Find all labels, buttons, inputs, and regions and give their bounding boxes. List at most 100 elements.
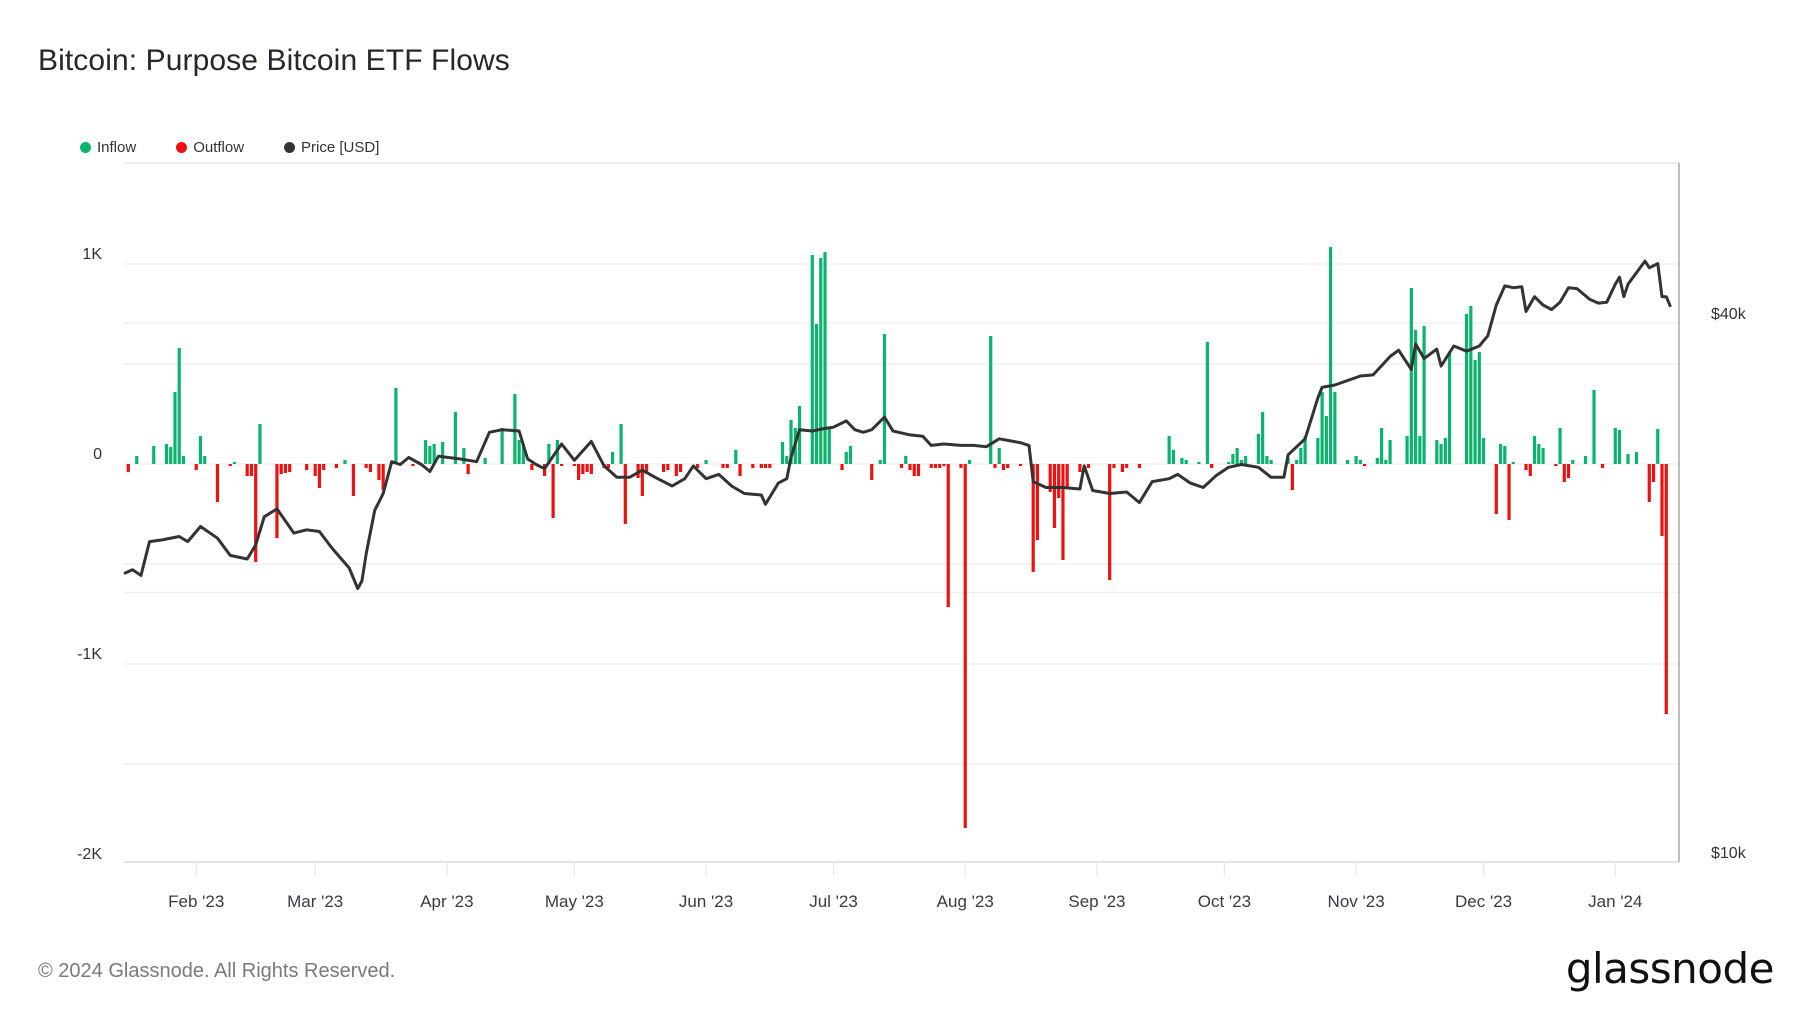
- outflow-bar[interactable]: [283, 464, 288, 473]
- inflow-bar[interactable]: [1180, 458, 1184, 464]
- inflow-bar[interactable]: [823, 252, 827, 464]
- inflow-bar[interactable]: [1532, 436, 1537, 464]
- outflow-bar[interactable]: [334, 464, 339, 468]
- inflow-bar[interactable]: [1469, 306, 1473, 464]
- outflow-bar[interactable]: [623, 464, 627, 524]
- inflow-bar[interactable]: [785, 456, 789, 464]
- outflow-bar[interactable]: [1363, 464, 1367, 466]
- inflow-bar[interactable]: [1464, 314, 1469, 464]
- outflow-bar[interactable]: [228, 464, 232, 466]
- inflow-bar[interactable]: [177, 348, 181, 464]
- inflow-bar[interactable]: [1316, 438, 1320, 464]
- outflow-bar[interactable]: [721, 464, 725, 468]
- inflow-bar[interactable]: [173, 392, 177, 464]
- outflow-bar[interactable]: [572, 464, 576, 466]
- inflow-bar[interactable]: [1324, 416, 1328, 464]
- inflow-bar[interactable]: [1197, 462, 1201, 464]
- outflow-bar[interactable]: [759, 464, 763, 468]
- inflow-bar[interactable]: [1537, 444, 1541, 464]
- inflow-bar[interactable]: [1388, 440, 1392, 464]
- outflow-bar[interactable]: [288, 464, 292, 472]
- inflow-bar[interactable]: [521, 444, 525, 464]
- inflow-bar[interactable]: [462, 448, 466, 464]
- inflow-bar[interactable]: [827, 428, 831, 464]
- inflow-bar[interactable]: [1481, 438, 1486, 464]
- inflow-bar[interactable]: [1320, 392, 1324, 464]
- inflow-bar[interactable]: [169, 447, 173, 464]
- inflow-bar[interactable]: [1409, 288, 1413, 464]
- glassnode-logo[interactable]: glassnode: [1565, 944, 1775, 993]
- outflow-bar[interactable]: [126, 464, 130, 472]
- inflow-bar[interactable]: [232, 462, 237, 464]
- inflow-bar[interactable]: [453, 412, 457, 464]
- inflow-bar[interactable]: [1299, 448, 1303, 464]
- inflow-bar[interactable]: [1184, 460, 1188, 464]
- outflow-bar[interactable]: [1086, 464, 1091, 468]
- outflow-bar[interactable]: [942, 464, 946, 466]
- outflow-bar[interactable]: [1210, 464, 1214, 468]
- inflow-bar[interactable]: [989, 336, 993, 464]
- outflow-bar[interactable]: [725, 464, 729, 468]
- inflow-bar[interactable]: [819, 258, 823, 464]
- inflow-bar[interactable]: [1418, 436, 1422, 464]
- inflow-bar[interactable]: [814, 324, 819, 464]
- outflow-bar[interactable]: [589, 464, 593, 474]
- outflow-bar[interactable]: [249, 464, 254, 476]
- inflow-bar[interactable]: [424, 440, 428, 464]
- outflow-bar[interactable]: [275, 464, 279, 538]
- inflow-bar[interactable]: [734, 450, 738, 464]
- inflow-bar[interactable]: [1354, 456, 1358, 464]
- outflow-bar[interactable]: [1108, 464, 1112, 580]
- outflow-bar[interactable]: [194, 464, 198, 470]
- outflow-bar[interactable]: [1290, 464, 1294, 490]
- outflow-bar[interactable]: [1031, 464, 1035, 572]
- outflow-bar[interactable]: [963, 464, 967, 828]
- outflow-bar[interactable]: [1052, 464, 1057, 528]
- outflow-bar[interactable]: [751, 464, 755, 468]
- inflow-bar[interactable]: [500, 428, 504, 464]
- outflow-bar[interactable]: [661, 464, 666, 472]
- outflow-bar[interactable]: [585, 464, 589, 472]
- outflow-bar[interactable]: [411, 464, 415, 466]
- inflow-bar[interactable]: [810, 255, 814, 464]
- outflow-bar[interactable]: [1125, 464, 1129, 468]
- inflow-bar[interactable]: [1244, 456, 1248, 464]
- inflow-bar[interactable]: [789, 420, 793, 464]
- inflow-bar[interactable]: [1379, 428, 1384, 464]
- outflow-bar[interactable]: [1651, 464, 1656, 482]
- outflow-bar[interactable]: [1647, 464, 1651, 502]
- inflow-bar[interactable]: [878, 460, 882, 464]
- outflow-bar[interactable]: [215, 464, 220, 502]
- inflow-bar[interactable]: [1439, 444, 1443, 464]
- inflow-bar[interactable]: [1541, 448, 1545, 464]
- outflow-bar[interactable]: [1562, 464, 1566, 482]
- outflow-bar[interactable]: [551, 464, 555, 518]
- outflow-bar[interactable]: [946, 464, 950, 607]
- outflow-bar[interactable]: [695, 464, 700, 468]
- outflow-bar[interactable]: [929, 464, 933, 468]
- outflow-bar[interactable]: [381, 464, 385, 490]
- inflow-bar[interactable]: [997, 448, 1001, 464]
- inflow-bar[interactable]: [1413, 330, 1418, 464]
- inflow-bar[interactable]: [343, 460, 347, 464]
- inflow-bar[interactable]: [428, 446, 432, 464]
- inflow-bar[interactable]: [1405, 436, 1409, 464]
- outflow-bar[interactable]: [1566, 464, 1571, 478]
- inflow-bar[interactable]: [1498, 444, 1503, 464]
- legend-item-outflow[interactable]: Outflow: [176, 139, 244, 156]
- inflow-bar[interactable]: [1227, 462, 1231, 464]
- outflow-bar[interactable]: [674, 464, 678, 476]
- outflow-bar[interactable]: [1494, 464, 1498, 514]
- outflow-bar[interactable]: [938, 464, 942, 468]
- outflow-bar[interactable]: [1600, 464, 1605, 468]
- outflow-bar[interactable]: [364, 464, 368, 468]
- inflow-bar[interactable]: [483, 458, 487, 464]
- inflow-bar[interactable]: [1205, 342, 1210, 464]
- inflow-bar[interactable]: [1231, 454, 1235, 464]
- inflow-bar[interactable]: [1375, 458, 1379, 464]
- outflow-bar[interactable]: [1057, 464, 1061, 498]
- outflow-bar[interactable]: [933, 464, 938, 468]
- inflow-bar[interactable]: [1295, 460, 1299, 464]
- outflow-bar[interactable]: [377, 464, 381, 480]
- outflow-bar[interactable]: [870, 464, 874, 480]
